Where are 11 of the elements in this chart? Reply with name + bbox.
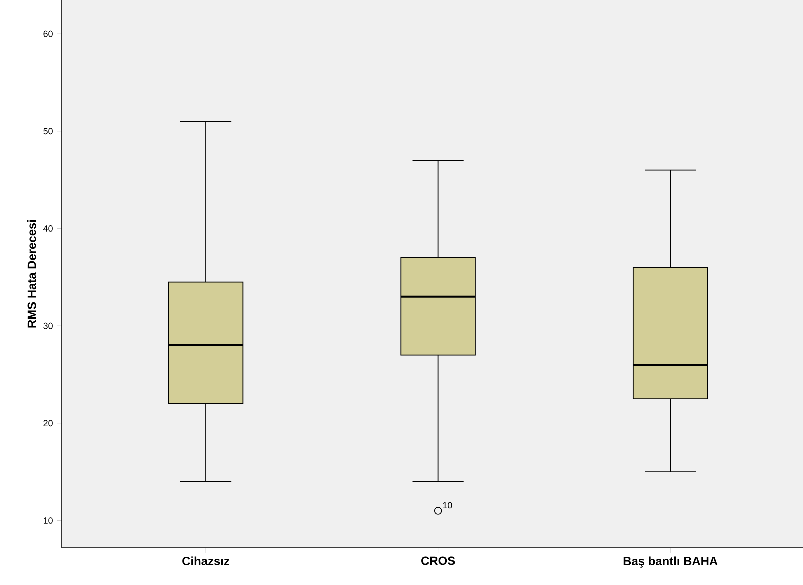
y-axis-title: RMS Hata Derecesi [27, 220, 36, 328]
y-tick-label: 60 [44, 30, 53, 38]
x-tick-label: Baş bantlı BAHA [624, 556, 718, 568]
y-tick-label: 40 [44, 226, 53, 232]
y-tick-label: 50 [44, 128, 53, 135]
y-tick-label: 20 [44, 420, 53, 427]
y-tick-label: 10 [44, 518, 53, 524]
x-tick-label: CROS [422, 556, 456, 566]
y-tick-label: 30 [44, 322, 53, 330]
annotation: 10 [443, 502, 452, 509]
x-tick-label: Cihazsız [182, 556, 230, 566]
